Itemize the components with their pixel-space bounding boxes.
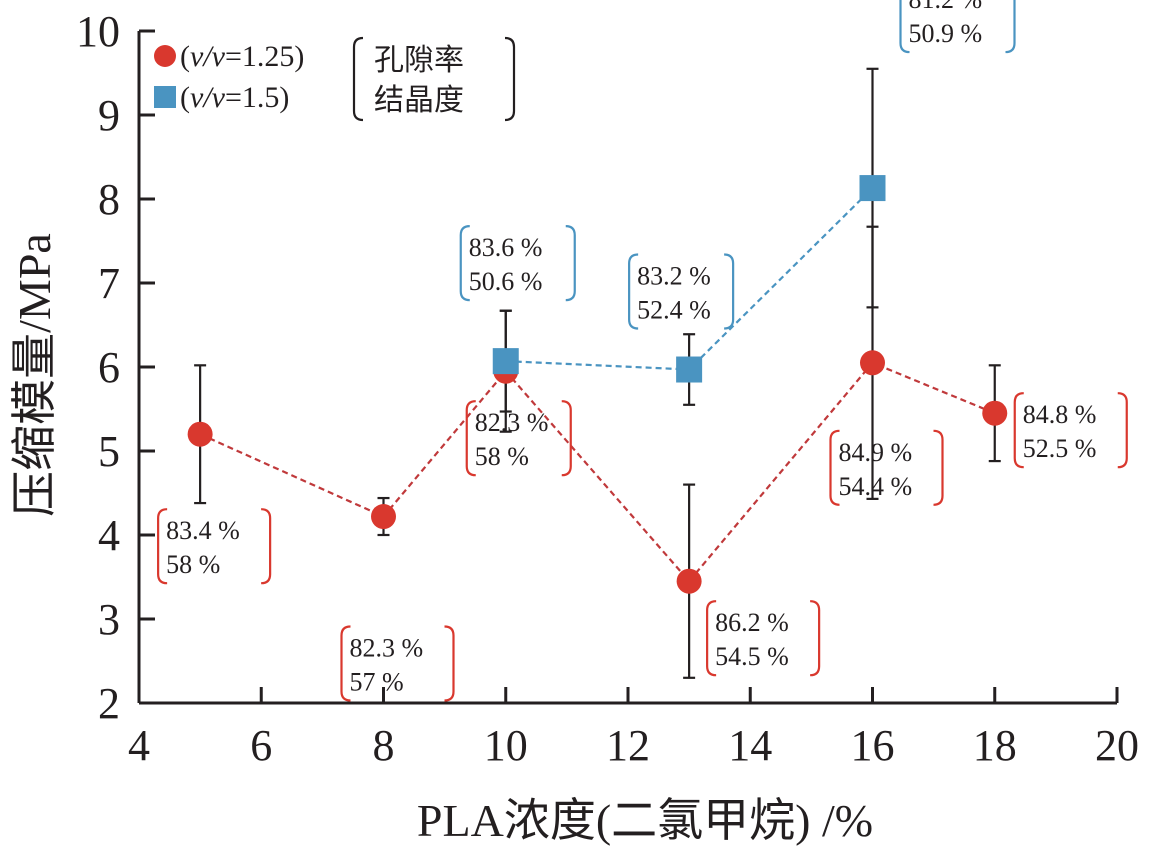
y-tick-label: 5 [98, 427, 120, 476]
y-tick-label: 4 [98, 511, 120, 560]
series-1-annotation-bracket [829, 429, 944, 506]
series-2-point [676, 356, 703, 383]
series-1-point [676, 568, 702, 594]
y-tick-label: 3 [98, 595, 120, 644]
series-2-crystallinity-label: 50.9 % [909, 19, 983, 48]
series-2-porosity-label: 83.6 % [469, 233, 543, 262]
series-1-crystallinity-label: 54.4 % [839, 472, 913, 501]
series-1-crystallinity-label: 57 % [350, 668, 404, 697]
x-tick-label: 12 [606, 721, 650, 770]
y-tick-label: 7 [98, 259, 120, 308]
x-tick-label: 14 [728, 721, 772, 770]
series-2-annotation-bracket [459, 225, 576, 302]
series-2-crystallinity-label: 52.4 % [637, 296, 711, 325]
x-tick-label: 10 [484, 721, 528, 770]
y-tick-label: 9 [98, 91, 120, 140]
x-tick-label: 20 [1095, 721, 1139, 770]
legend-meta-line-2: 结晶度 [374, 83, 464, 118]
series-1-point [371, 504, 396, 530]
series-1-crystallinity-label: 58 % [166, 550, 220, 579]
series-1-porosity-label: 84.9 % [839, 438, 913, 467]
series-1-crystallinity-label: 58 % [475, 442, 529, 471]
series-1-line [199, 361, 996, 583]
series-2-point [492, 348, 519, 375]
series-lines [199, 187, 996, 583]
series-1-crystallinity-label: 52.5 % [1023, 434, 1097, 463]
series-1-point [982, 400, 1008, 426]
series-1-porosity-label: 86.2 % [715, 608, 789, 637]
series-2-annotation-bracket [899, 0, 1016, 54]
series-2-crystallinity-label: 50.6 % [469, 267, 543, 296]
legend-meta-bracket [352, 36, 516, 122]
series-1-annotation-bracket [340, 625, 455, 702]
series-2-porosity-label: 83.2 % [637, 262, 711, 291]
series-1-porosity-label: 82.3 % [350, 634, 424, 663]
series-1-porosity-label: 84.8 % [1023, 400, 1097, 429]
x-tick-label: 18 [973, 721, 1017, 770]
annotations: 83.4 % 58 % 82.3 % 57 % 82.3 % 58 % 86.2 % 54.5… [157, 0, 1128, 702]
markers [187, 175, 1008, 594]
series-1-annotation-bracket [465, 400, 572, 477]
x-tick-label: 4 [128, 721, 150, 770]
series-2-porosity-label: 81.2 % [909, 0, 983, 14]
x-tick-label: 8 [373, 721, 395, 770]
y-axis-title: 压缩模量/MPa [9, 233, 60, 517]
series-1-porosity-label: 82.3 % [475, 408, 549, 437]
y-tick-label: 6 [98, 343, 120, 392]
series-1-annotation-bracket [157, 508, 272, 585]
legend-entry-2: (v/v=1.5) [180, 81, 289, 114]
legend-meta-line-1: 孔隙率 [374, 43, 464, 78]
ticks: 4 6 8 10 12 14 16 18 20 2 3 4 5 6 7 8 9 10 [76, 7, 1139, 770]
error-bars [194, 67, 1001, 679]
legend-circle-marker [154, 45, 176, 67]
series-1-point [860, 350, 885, 376]
x-tick-label: 16 [851, 721, 895, 770]
series-2-point [859, 175, 886, 202]
series-1-point [187, 421, 213, 447]
series-1-porosity-label: 83.4 % [166, 516, 240, 545]
y-tick-label: 2 [98, 679, 120, 728]
series-1-crystallinity-label: 54.5 % [715, 642, 789, 671]
x-tick-label: 6 [250, 721, 272, 770]
x-axis-title: PLA浓度(二氯甲烷) /% [417, 795, 873, 846]
series-2-annotation-bracket [628, 253, 735, 330]
y-tick-label: 10 [76, 7, 120, 56]
y-tick-label: 8 [98, 175, 120, 224]
series-1-annotation-bracket [1013, 392, 1128, 469]
legend-square-marker [154, 86, 176, 108]
legend-entry-1: (v/v=1.25) [180, 40, 304, 73]
series-1-annotation-bracket [706, 600, 821, 677]
